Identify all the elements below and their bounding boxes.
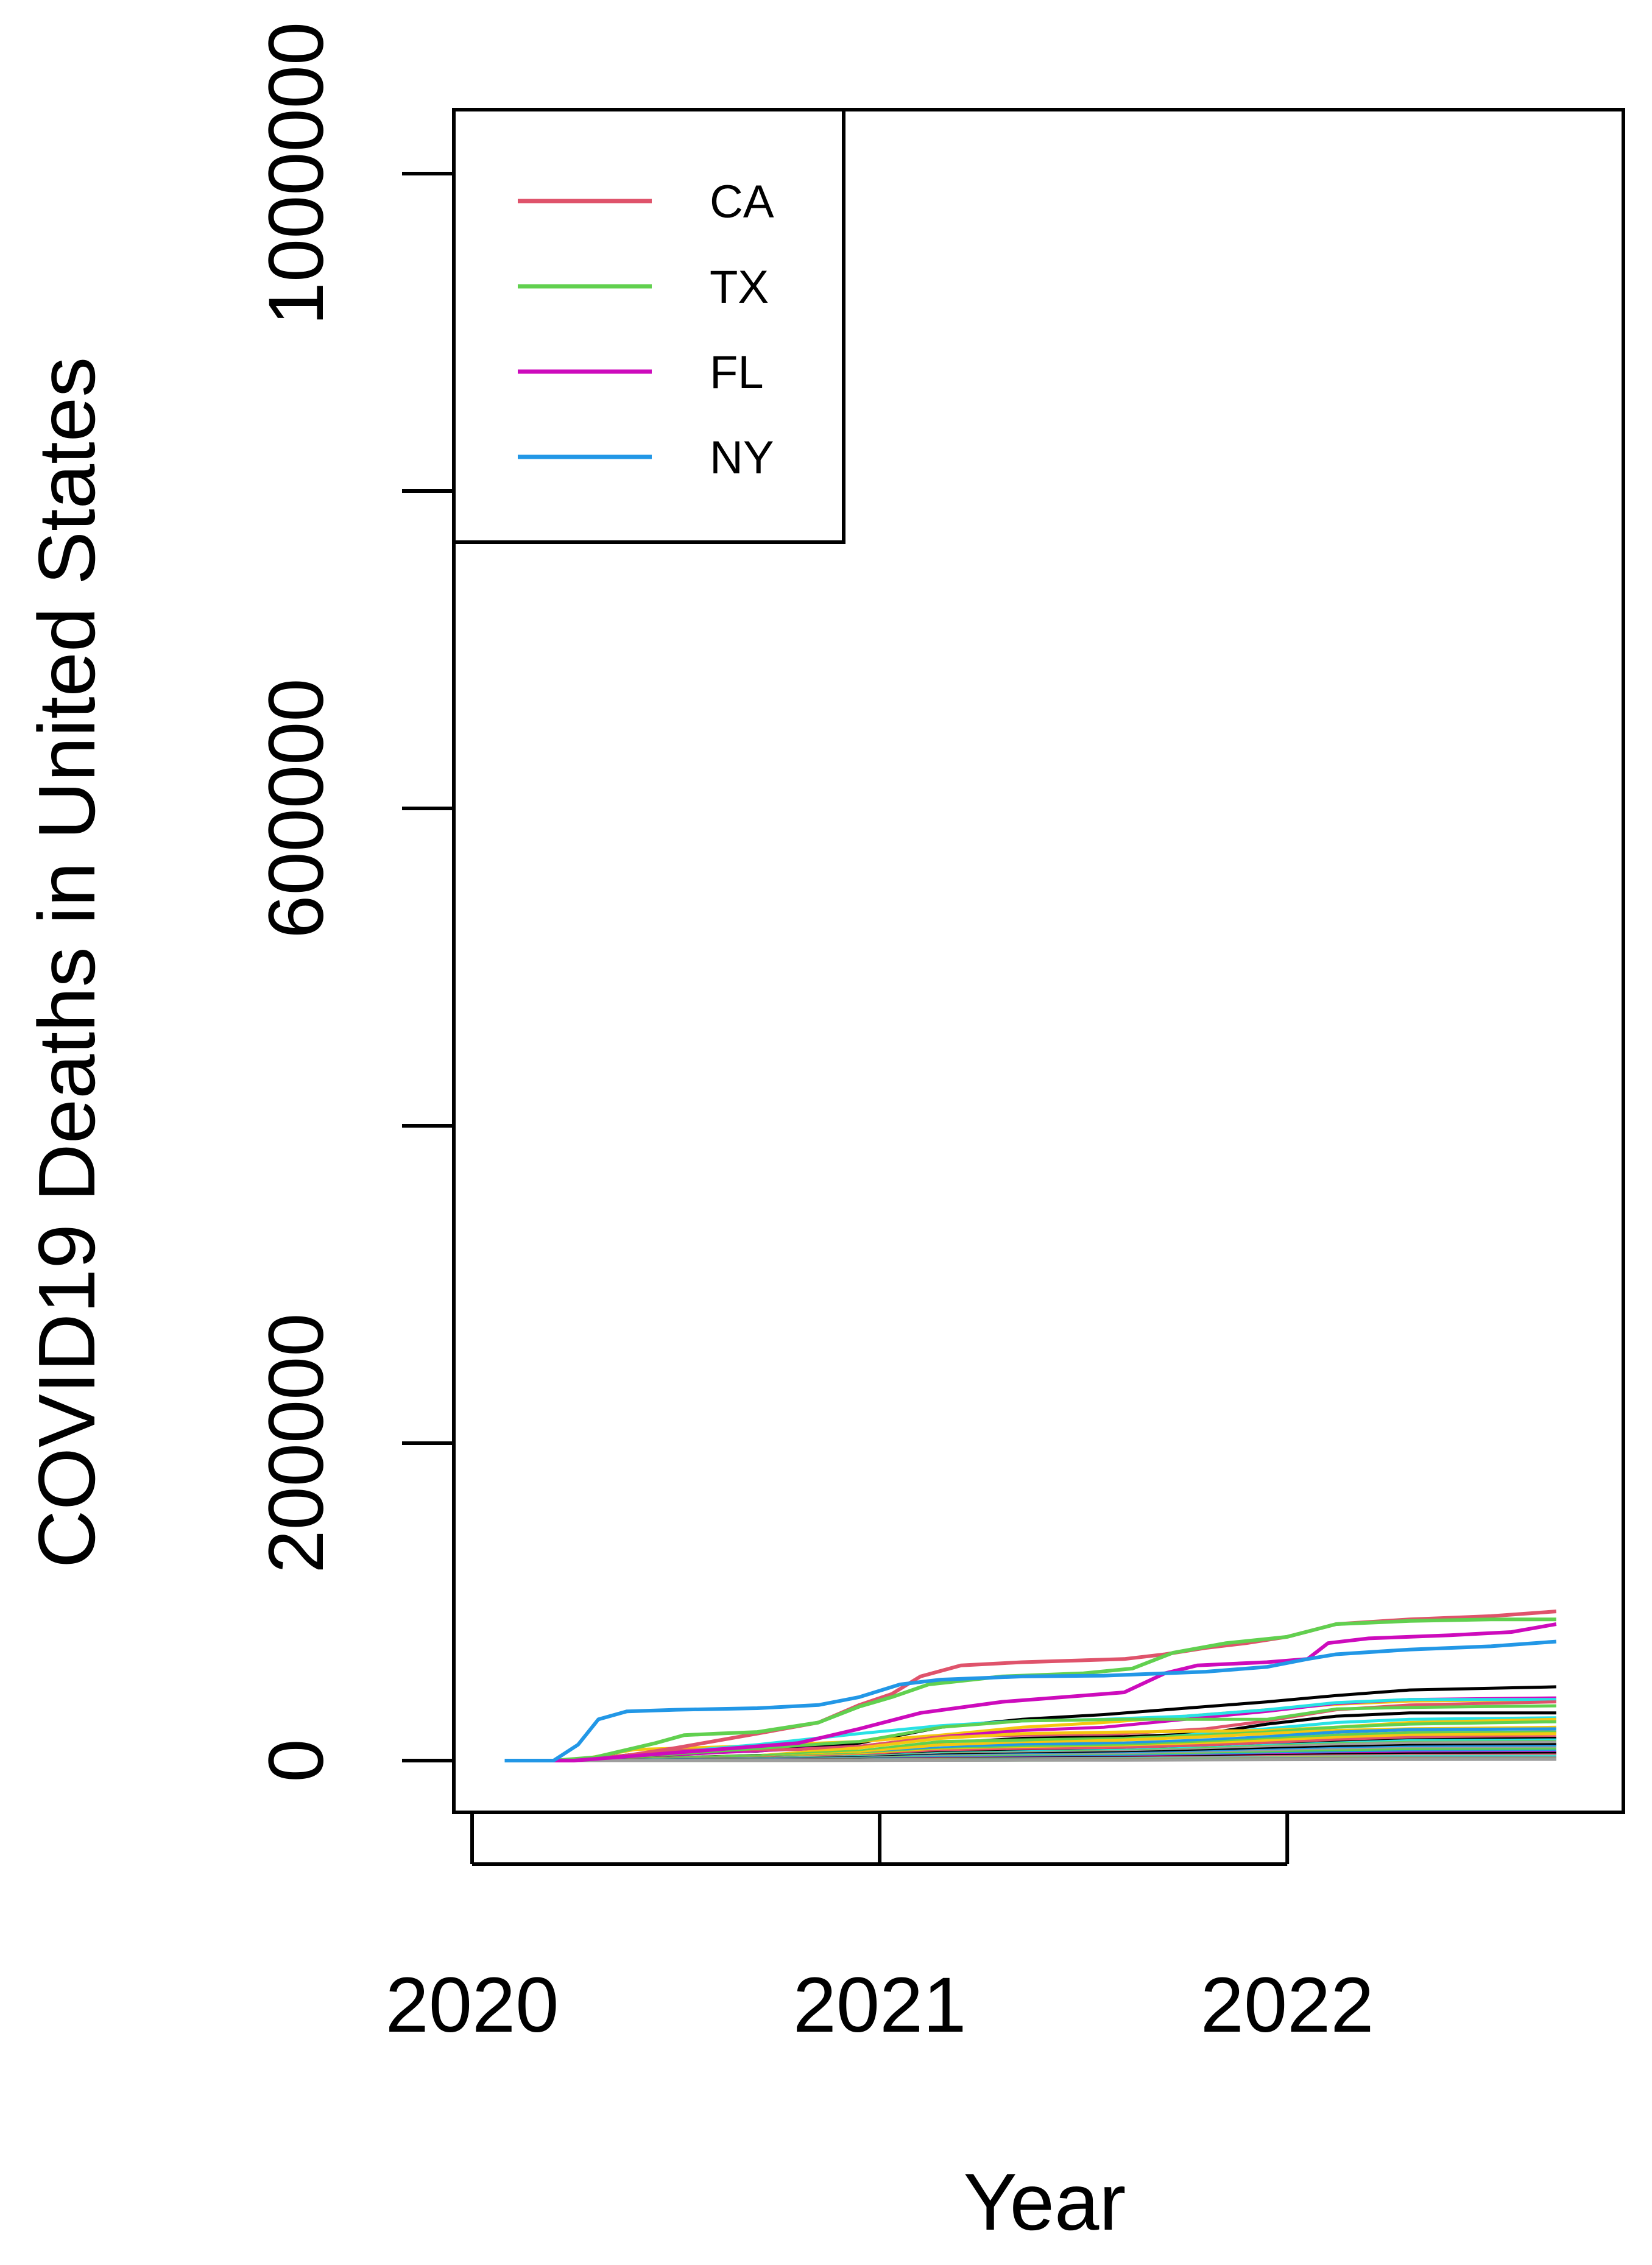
- series-layer: [504, 1610, 1557, 1762]
- x-tick-label-2020: 2020: [386, 1962, 559, 2049]
- x-tick-label-2021: 2021: [793, 1962, 967, 2049]
- legend-label-fl: FL: [710, 347, 764, 398]
- x-tick-label-2022: 2022: [1201, 1962, 1374, 2049]
- y-tick-label-1000000: 1000000: [253, 22, 340, 325]
- series-line-tx: [504, 1617, 1556, 1762]
- state-line-36: [504, 1758, 1556, 1762]
- series-line-fl: [504, 1622, 1557, 1762]
- legend-label-ny: NY: [710, 432, 774, 484]
- legend-box: [452, 108, 845, 544]
- y-tick-label-200000: 200000: [253, 1313, 340, 1573]
- legend: CA TX FL NY: [452, 108, 845, 544]
- legend-label-ca: CA: [710, 176, 774, 228]
- series-line-ny: [504, 1639, 1557, 1762]
- y-tick-label-600000: 600000: [253, 678, 340, 938]
- axes-layer: 0 200000 600000 1000000 2020 2021 2022: [253, 22, 1374, 2049]
- x-axis-title: Year: [964, 2157, 1126, 2247]
- y-axis-title: COVID19 Deaths in United States: [22, 357, 111, 1568]
- legend-label-tx: TX: [710, 261, 769, 313]
- y-tick-label-0: 0: [253, 1739, 340, 1782]
- legend-entries: CA TX FL NY: [518, 176, 774, 484]
